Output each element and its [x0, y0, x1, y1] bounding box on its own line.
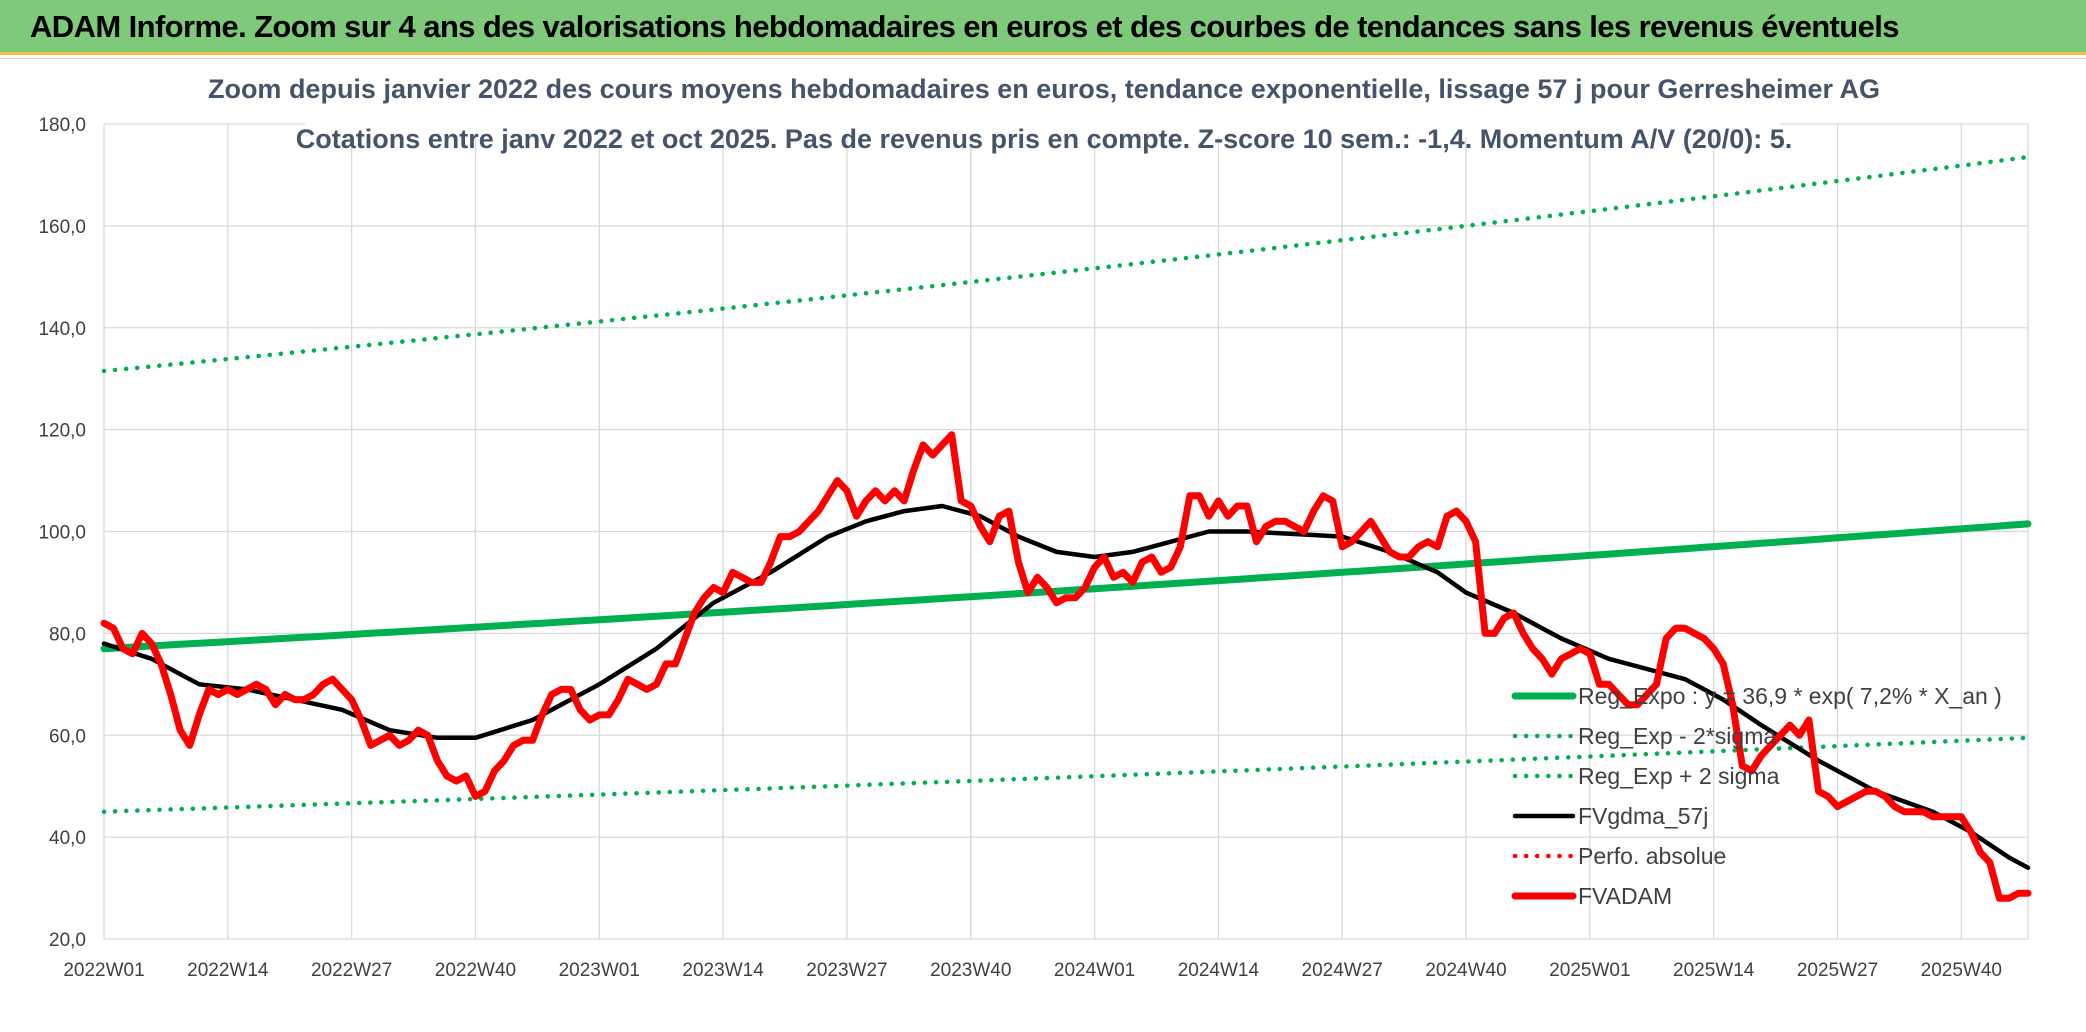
- x-axis-labels: 2022W01 2022W14 2022W27 2022W40 2023W01 2023W…: [63, 960, 2002, 981]
- x-tick-label: 2025W01: [1549, 960, 1630, 981]
- trend-minus-2sigma-line: [101, 735, 2031, 814]
- trend-line: [100, 520, 2032, 653]
- x-tick-label: 2023W01: [559, 960, 640, 981]
- x-tick-label: 2022W40: [435, 960, 516, 981]
- banner: ADAM Informe. Zoom sur 4 ans des valoris…: [0, 0, 2086, 55]
- y-tick-label: 140,0: [38, 319, 86, 340]
- gridlines: [103, 123, 2029, 940]
- legend: Reg_Expo : y = 36,9 * exp( 7,2% * X_an )…: [1511, 683, 2002, 909]
- x-tick-label: 2023W40: [930, 960, 1011, 981]
- legend-label: Reg_Exp + 2 sigma: [1578, 763, 1780, 789]
- y-tick-label: 160,0: [38, 217, 86, 238]
- fvgdma-line: [101, 503, 2031, 870]
- x-tick-label: 2024W14: [1178, 960, 1260, 981]
- x-tick-label: 2022W27: [311, 960, 392, 981]
- x-tick-label: 2022W01: [63, 960, 144, 981]
- title-background: [305, 61, 1780, 137]
- y-tick-label: 80,0: [49, 624, 86, 645]
- chart: 20,0 40,0 60,0 80,0 100,0 120,0 140,0 160,0 180,…: [38, 61, 2032, 981]
- series-group: [100, 154, 2032, 902]
- legend-label: Reg_Exp - 2*sigma: [1578, 723, 1776, 749]
- chart-titles: Zoom depuis janvier 2022 des cours moyen…: [208, 61, 1880, 154]
- x-tick-label: 2025W27: [1797, 960, 1878, 981]
- x-tick-label: 2022W14: [187, 960, 269, 981]
- y-tick-label: 120,0: [38, 421, 86, 442]
- y-tick-label: 60,0: [49, 726, 86, 747]
- y-tick-label: 180,0: [38, 115, 86, 136]
- x-tick-label: 2023W14: [682, 960, 764, 981]
- banner-title: ADAM Informe. Zoom sur 4 ans des valoris…: [30, 9, 1900, 44]
- legend-label: FVADAM: [1578, 883, 1672, 909]
- x-tick-label: 2024W01: [1054, 960, 1135, 981]
- x-tick-label: 2024W27: [1302, 960, 1383, 981]
- chart-subtitle: Cotations entre janv 2022 et oct 2025. P…: [296, 124, 1793, 154]
- y-tick-label: 100,0: [38, 523, 86, 544]
- legend-label: Perfo. absolue: [1578, 843, 1726, 869]
- fvadam-line: [100, 431, 2032, 902]
- y-axis-labels: 20,0 40,0 60,0 80,0 100,0 120,0 140,0 160,0 180,…: [38, 115, 86, 951]
- y-tick-label: 40,0: [49, 828, 86, 849]
- legend-label: Reg_Expo : y = 36,9 * exp( 7,2% * X_an ): [1578, 683, 2002, 709]
- chart-title: Zoom depuis janvier 2022 des cours moyen…: [208, 74, 1880, 104]
- x-tick-label: 2023W27: [806, 960, 887, 981]
- legend-label: FVgdma_57j: [1578, 803, 1708, 829]
- chart-area: 20,0 40,0 60,0 80,0 100,0 120,0 140,0 160,0 180,…: [0, 58, 2086, 1032]
- x-tick-label: 2024W40: [1425, 960, 1506, 981]
- y-tick-label: 20,0: [49, 930, 86, 951]
- x-tick-label: 2025W40: [1921, 960, 2002, 981]
- x-tick-label: 2025W14: [1673, 960, 1755, 981]
- trend-plus-2sigma-line: [101, 154, 2031, 374]
